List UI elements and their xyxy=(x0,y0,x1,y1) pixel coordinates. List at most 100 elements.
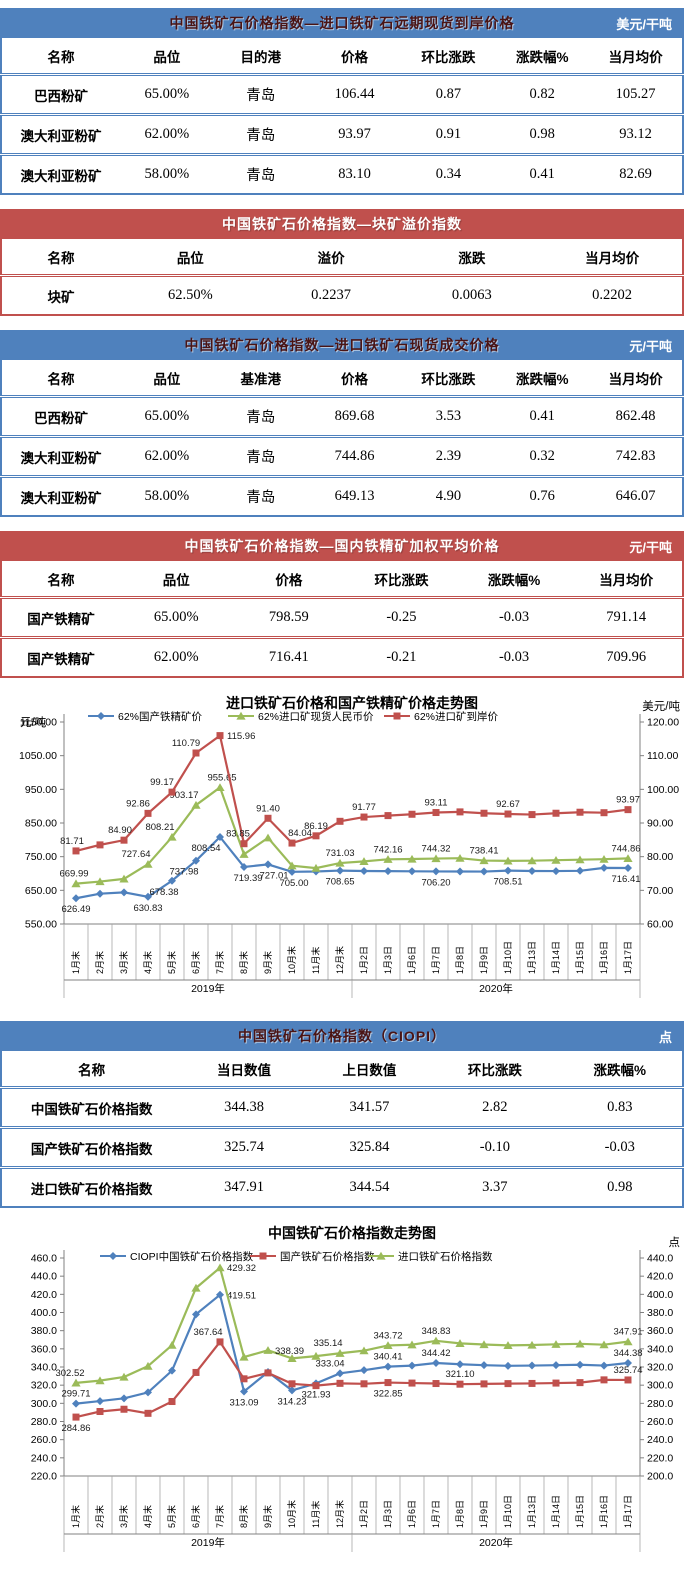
x-axis-label: 6月末 xyxy=(190,951,201,974)
right-axis-tick: 100.00 xyxy=(647,784,679,796)
value-cell: 742.83 xyxy=(589,435,683,477)
value-cell: 0.98 xyxy=(557,1166,683,1207)
legend-label: 国产铁矿石价格指数 xyxy=(280,1250,375,1263)
table-unit: 点 xyxy=(658,1029,672,1045)
data-label: 86.19 xyxy=(304,821,328,832)
data-label: 808.54 xyxy=(191,843,220,854)
left-axis-tick: 460.0 xyxy=(31,1253,57,1265)
table-section-import-cfr: 中国铁矿石价格指数—进口铁矿石远期现货到岸价格 美元/干吨 名称 品位 目的港 价格 环… xyxy=(0,8,684,195)
table-header-row: 名称 品位 目的港 价格 环比涨跌 涨跌幅% 当月均价 xyxy=(1,38,683,75)
price-trend-chart-section: 进口铁矿石价格和国产铁精矿价格走势图 元/吨 美元/吨 550.00 650.00 750… xyxy=(0,692,684,1011)
right-axis-tick: 420.0 xyxy=(647,1271,673,1283)
data-label: 669.99 xyxy=(59,869,88,880)
year-group-label: 2019年 xyxy=(191,982,225,995)
value-cell: 93.12 xyxy=(589,113,683,155)
chart-title: 进口铁矿石价格和国产铁精矿价格走势图 xyxy=(226,695,478,711)
table-row: 国产铁精矿 62.00% 716.41 -0.21 -0.03 709.96 xyxy=(1,636,683,677)
value-cell: 62.00% xyxy=(119,636,233,677)
left-axis-tick: 440.0 xyxy=(31,1271,57,1283)
value-cell: 4.90 xyxy=(401,475,496,516)
data-label: 299.71 xyxy=(61,1389,90,1400)
data-table: 名称 当日数值 上日数值 环比涨跌 涨跌幅% 中国铁矿石价格指数 344.38 341.57 2… xyxy=(0,1051,684,1208)
data-label: 333.04 xyxy=(315,1358,344,1369)
value-cell: 82.69 xyxy=(589,153,683,194)
x-axis-label: 1月9日 xyxy=(479,946,489,974)
table-row: 澳大利亚粉矿 62.00% 青岛 744.86 2.39 0.32 742.83 xyxy=(1,435,683,477)
value-cell: -0.21 xyxy=(345,636,458,677)
value-cell: 798.59 xyxy=(232,596,346,638)
row-name-cell: 巴西粉矿 xyxy=(1,73,120,115)
column-header: 溢价 xyxy=(317,250,345,266)
left-axis-tick: 750.00 xyxy=(25,851,57,863)
column-header: 名称 xyxy=(47,572,75,588)
legend-label: CIOPI中国铁矿石价格指数 xyxy=(130,1250,254,1263)
data-label: 630.83 xyxy=(133,903,162,914)
table-unit: 元/干吨 xyxy=(629,338,672,354)
data-label: 708.51 xyxy=(493,877,522,888)
left-axis-tick: 550.00 xyxy=(25,919,57,931)
value-cell: 105.27 xyxy=(589,73,683,115)
column-header: 价格 xyxy=(275,572,303,588)
value-cell: 0.2237 xyxy=(260,274,402,315)
value-cell: 62.50% xyxy=(119,274,261,315)
data-label: 92.86 xyxy=(126,798,150,809)
data-table: 名称 品位 目的港 价格 环比涨跌 涨跌幅% 当月均价 巴西粉矿 65.00% 青岛 106.44 0… xyxy=(0,38,684,195)
table-row: 澳大利亚粉矿 62.00% 青岛 93.97 0.91 0.98 93.12 xyxy=(1,113,683,155)
value-cell: 0.91 xyxy=(401,113,496,155)
x-axis-label: 5月末 xyxy=(166,951,177,974)
value-cell: 青岛 xyxy=(213,153,308,194)
legend-label: 62%进口矿现货人民币价 xyxy=(258,710,374,723)
value-cell: 862.48 xyxy=(589,395,683,437)
x-axis-label: 2月末 xyxy=(94,1505,105,1528)
data-label: 727.64 xyxy=(121,849,150,860)
left-axis-tick: 950.00 xyxy=(25,784,57,796)
value-cell: 646.07 xyxy=(589,475,683,516)
right-axis-tick: 380.0 xyxy=(647,1307,673,1319)
data-label: 347.91 xyxy=(613,1327,642,1338)
value-cell: 0.2202 xyxy=(542,274,683,315)
table-title: 中国铁矿石价格指数—块矿溢价指数 xyxy=(222,216,462,232)
column-header: 环比涨跌 xyxy=(421,49,476,65)
table-row: 巴西粉矿 65.00% 青岛 106.44 0.87 0.82 105.27 xyxy=(1,73,683,115)
series-line xyxy=(75,785,629,885)
data-table: 名称 品位 基准港 价格 环比涨跌 涨跌幅% 当月均价 巴西粉矿 65.00% 青岛 869.68 3… xyxy=(0,360,684,517)
column-header: 品位 xyxy=(153,49,181,65)
legend-label: 62%进口矿到岸价 xyxy=(414,710,499,723)
x-axis-label: 1月3日 xyxy=(383,1500,393,1528)
x-axis-label: 1月10日 xyxy=(503,941,513,974)
value-cell: 106.44 xyxy=(307,73,402,115)
value-cell: 649.13 xyxy=(307,475,402,516)
table-header-bar: 中国铁矿石价格指数（CIOPI） 点 xyxy=(0,1021,684,1051)
data-label: 321.10 xyxy=(445,1369,474,1380)
table-header-row: 名称 品位 基准港 价格 环比涨跌 涨跌幅% 当月均价 xyxy=(1,360,683,397)
data-label: 716.41 xyxy=(611,874,640,885)
left-axis-tick: 1150.00 xyxy=(20,717,57,729)
value-cell: 791.14 xyxy=(570,596,683,638)
table-row: 澳大利亚粉矿 58.00% 青岛 649.13 4.90 0.76 646.07 xyxy=(1,475,683,516)
left-axis-tick: 300.0 xyxy=(31,1398,57,1410)
right-axis-tick: 220.0 xyxy=(647,1452,673,1464)
column-header: 当月均价 xyxy=(608,49,663,65)
data-label: 325.74 xyxy=(613,1365,642,1376)
row-name-cell: 中国铁矿石价格指数 xyxy=(1,1086,182,1128)
x-axis-label: 1月2日 xyxy=(359,946,369,974)
data-label: 719.39 xyxy=(233,873,262,884)
data-label: 322.85 xyxy=(373,1389,402,1400)
data-label: 708.65 xyxy=(325,877,354,888)
value-cell: 青岛 xyxy=(213,435,308,477)
x-axis-label: 1月3日 xyxy=(383,946,393,974)
right-axis-tick: 360.0 xyxy=(647,1325,673,1337)
value-cell: 83.10 xyxy=(307,153,402,194)
left-axis-tick: 320.0 xyxy=(31,1380,57,1392)
data-label: 338.39 xyxy=(275,1346,304,1357)
data-label: 955.65 xyxy=(207,772,236,783)
right-axis-tick: 120.00 xyxy=(647,717,679,729)
column-header: 涨跌幅% xyxy=(487,572,541,588)
x-axis-label: 1月10日 xyxy=(503,1495,513,1528)
data-label: 110.79 xyxy=(172,738,200,749)
series-line xyxy=(75,1292,629,1405)
column-header: 涨跌幅% xyxy=(515,371,569,387)
data-label: 742.16 xyxy=(373,844,402,855)
value-cell: 0.41 xyxy=(495,153,590,194)
